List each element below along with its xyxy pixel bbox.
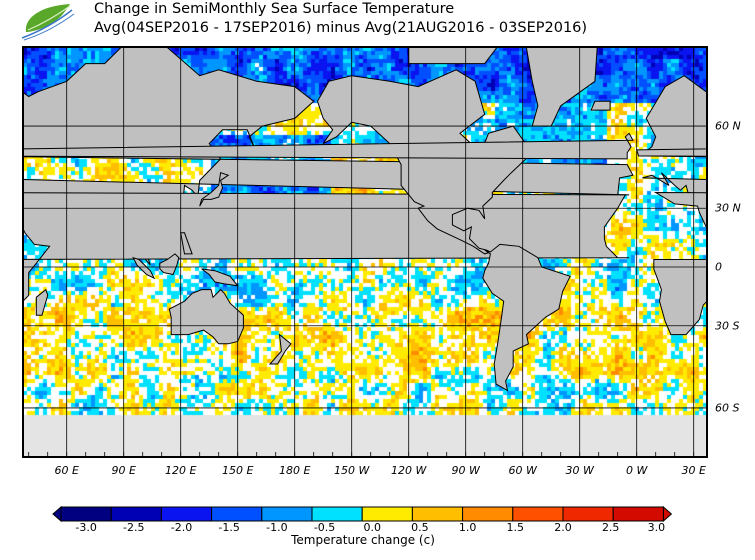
lon-label: 90 E bbox=[111, 464, 136, 477]
land-uk bbox=[636, 148, 707, 157]
legend-swatch bbox=[60, 506, 112, 522]
lon-label: 120 W bbox=[391, 464, 427, 477]
land-iceland bbox=[590, 100, 611, 111]
land-philippines bbox=[180, 232, 193, 255]
legend-swatch bbox=[211, 506, 263, 522]
lat-label: 0 bbox=[715, 260, 722, 274]
land-newguinea bbox=[201, 268, 239, 287]
map-subtitle: Avg(04SEP2016 - 17SEP2016) minus Avg(21A… bbox=[94, 20, 588, 36]
legend-tick-label: -1.0 bbox=[266, 521, 288, 534]
legend-swatch bbox=[411, 506, 464, 522]
legend-tick-label: -0.5 bbox=[313, 521, 336, 534]
map-title: Change in SemiMonthly Sea Surface Temper… bbox=[94, 1, 455, 17]
lon-label: 120 E bbox=[164, 464, 197, 477]
land-newzealand bbox=[268, 333, 292, 365]
lon-label: 180 E bbox=[278, 464, 311, 477]
legend-tick-label: -2.5 bbox=[123, 521, 145, 534]
legend-swatch bbox=[462, 506, 514, 522]
lat-label: 60 S bbox=[715, 401, 740, 415]
lon-label: 90 W bbox=[451, 464, 480, 477]
land-samerica bbox=[482, 243, 571, 392]
legend-tick-label: -1.5 bbox=[218, 521, 240, 534]
land-japan bbox=[199, 172, 230, 207]
lon-label: 0 W bbox=[626, 464, 648, 477]
legend-swatch bbox=[110, 506, 162, 522]
legend-tick-label: 0.5 bbox=[411, 521, 429, 534]
land-sumatra bbox=[132, 256, 156, 280]
graticule bbox=[23, 47, 707, 457]
legend-tick-label: 1.5 bbox=[506, 521, 525, 534]
lat-label: 60 N bbox=[715, 119, 741, 133]
lon-label: 30 E bbox=[681, 464, 706, 477]
legend-swatch bbox=[261, 506, 313, 522]
legend-swatch bbox=[512, 506, 564, 522]
legend-min-arrow bbox=[52, 505, 62, 523]
lon-label: 150 E bbox=[221, 464, 254, 477]
lat-label: 30 N bbox=[715, 201, 741, 215]
land-borneo bbox=[159, 253, 180, 276]
land-madagascar bbox=[35, 288, 49, 316]
green-leaf-logo-icon bbox=[21, 4, 75, 41]
legend-tick-label: 2.5 bbox=[601, 521, 620, 534]
land-australia bbox=[168, 288, 244, 345]
legend-swatch bbox=[311, 506, 363, 522]
map-frame bbox=[22, 46, 708, 458]
legend-max-arrow bbox=[662, 505, 673, 523]
lat-label: 30 S bbox=[715, 319, 740, 333]
legend-swatch bbox=[562, 506, 614, 522]
legend-xlabel: Temperature change (c) bbox=[291, 533, 435, 547]
legend-swatch bbox=[361, 506, 413, 522]
legend-swatch bbox=[612, 506, 664, 522]
land-arctic bbox=[408, 47, 498, 65]
land-africa bbox=[23, 192, 630, 302]
legend-tick-label: 0.0 bbox=[363, 521, 381, 534]
legend-tick-label: -2.0 bbox=[170, 521, 193, 534]
lon-label: 60 W bbox=[508, 464, 537, 477]
legend-tick-label: -3.0 bbox=[75, 521, 97, 534]
legend-swatch bbox=[160, 506, 213, 522]
lon-label: 150 W bbox=[334, 464, 370, 477]
lon-label: 30 W bbox=[565, 464, 594, 477]
legend-tick-label: 3.0 bbox=[647, 521, 666, 534]
lon-label: 60 E bbox=[54, 464, 79, 477]
legend-tick-label: 1.0 bbox=[458, 521, 477, 534]
legend-tick-label: 2.0 bbox=[554, 521, 572, 534]
land-uk bbox=[23, 132, 634, 160]
